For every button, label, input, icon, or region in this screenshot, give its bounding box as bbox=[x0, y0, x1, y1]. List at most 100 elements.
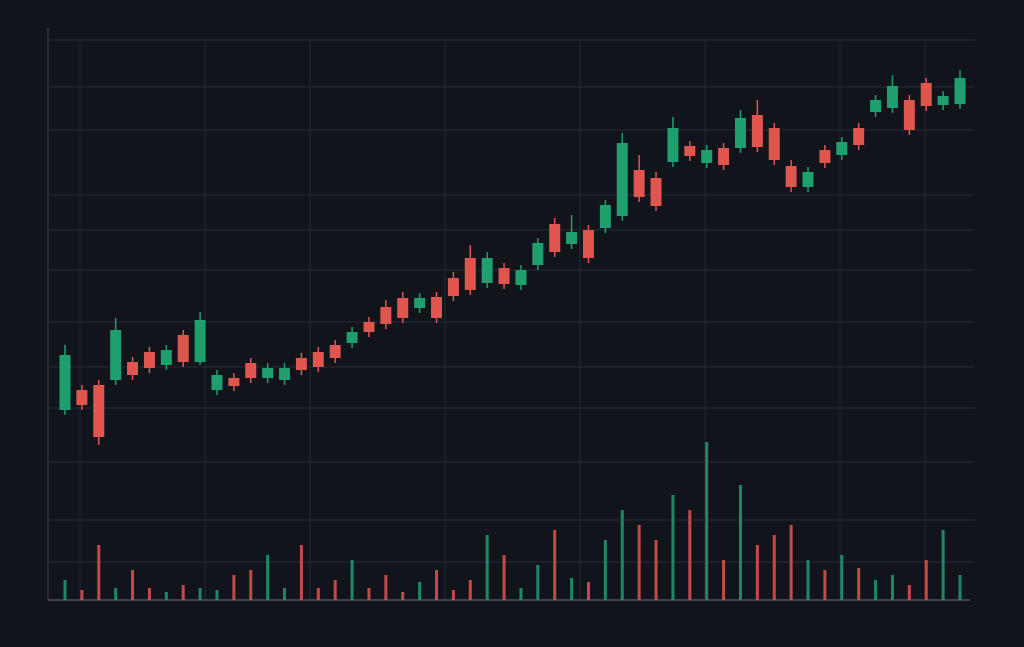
volume-bar bbox=[688, 510, 692, 600]
volume-bar bbox=[249, 570, 253, 600]
volume-bar bbox=[603, 540, 607, 600]
volume-bar bbox=[924, 560, 928, 600]
volume-bar bbox=[654, 540, 658, 600]
candle-body bbox=[211, 375, 223, 390]
volume-bar bbox=[367, 588, 371, 600]
candle-body bbox=[481, 258, 493, 283]
volume-bar bbox=[671, 495, 675, 600]
candle-body bbox=[245, 363, 257, 378]
candle-body bbox=[312, 352, 324, 367]
volume-bar bbox=[536, 565, 540, 600]
candle-body bbox=[886, 86, 898, 108]
candle-body bbox=[447, 278, 459, 296]
candle-body bbox=[194, 320, 206, 362]
volume-bar bbox=[874, 580, 878, 600]
candle-body bbox=[498, 268, 510, 284]
volume-bar bbox=[570, 578, 574, 600]
candle-body bbox=[228, 378, 240, 386]
candle-body bbox=[380, 307, 392, 324]
volume-bar bbox=[350, 560, 354, 600]
volume-bar bbox=[722, 560, 726, 600]
candle-body bbox=[279, 368, 291, 380]
volume-bar bbox=[485, 535, 489, 600]
candle-body bbox=[599, 205, 611, 228]
candle-body bbox=[836, 142, 848, 155]
candle-body bbox=[110, 330, 122, 380]
volume-bar bbox=[384, 575, 388, 600]
volume-bar bbox=[637, 525, 641, 600]
volume-bar bbox=[401, 592, 405, 600]
volume-bar bbox=[418, 582, 422, 600]
candle-body bbox=[903, 100, 915, 130]
volume-bar bbox=[181, 585, 185, 600]
candle-body bbox=[667, 128, 679, 162]
volume-bar bbox=[755, 545, 759, 600]
candle-body bbox=[346, 332, 358, 343]
candle-body bbox=[751, 115, 763, 147]
volume-bar bbox=[519, 588, 523, 600]
candle-body bbox=[431, 297, 443, 318]
volume-bar bbox=[147, 588, 151, 600]
candle-body bbox=[414, 298, 426, 308]
volume-bar bbox=[890, 575, 894, 600]
volume-bar bbox=[316, 588, 320, 600]
candle-body bbox=[701, 150, 713, 163]
volume-bar bbox=[63, 580, 67, 600]
candle-body bbox=[802, 172, 814, 187]
volume-bar bbox=[131, 570, 135, 600]
volume-bar bbox=[266, 555, 270, 600]
volume-bar bbox=[806, 560, 810, 600]
candle-body bbox=[329, 345, 341, 358]
candle-body bbox=[633, 170, 645, 197]
candle-body bbox=[582, 230, 594, 258]
candle-body bbox=[937, 96, 949, 105]
candle-body bbox=[363, 322, 375, 332]
volume-bar bbox=[772, 535, 776, 600]
vertical-grid bbox=[79, 40, 926, 600]
volume-bar bbox=[468, 580, 472, 600]
volume-bar bbox=[198, 588, 202, 600]
candle-body bbox=[93, 385, 105, 437]
volume-bar bbox=[502, 555, 506, 600]
volume-bar bbox=[451, 590, 455, 600]
candle-body bbox=[143, 352, 155, 368]
candle-body bbox=[262, 368, 274, 378]
volume-bar bbox=[215, 590, 219, 600]
candle-body bbox=[549, 224, 561, 252]
candle-body bbox=[870, 100, 882, 112]
volume-bar bbox=[958, 575, 962, 600]
volume-bar bbox=[738, 485, 742, 600]
volume-bar bbox=[164, 592, 168, 600]
candle-body bbox=[650, 178, 662, 206]
candle-body bbox=[59, 355, 71, 410]
volume-bar bbox=[114, 588, 118, 600]
candle-body bbox=[464, 258, 476, 290]
candle-body bbox=[954, 78, 966, 104]
candle-body bbox=[768, 128, 780, 160]
volume-bar bbox=[232, 575, 236, 600]
volume-bar bbox=[705, 442, 709, 600]
candle-body bbox=[566, 232, 578, 244]
candle-body bbox=[785, 166, 797, 187]
candle-body bbox=[920, 83, 932, 106]
volume-bar bbox=[97, 545, 101, 600]
candle-body bbox=[684, 146, 696, 156]
volume-bar bbox=[299, 545, 303, 600]
volume-bar bbox=[941, 530, 945, 600]
volume-bar bbox=[435, 570, 439, 600]
volume-bar bbox=[333, 580, 337, 600]
candle-body bbox=[734, 118, 746, 148]
candle-body bbox=[127, 362, 139, 375]
volume-bar bbox=[840, 555, 844, 600]
candle-body bbox=[819, 150, 831, 163]
candle-body bbox=[853, 128, 865, 145]
candle-body bbox=[295, 358, 307, 370]
volume-bar bbox=[907, 585, 911, 600]
candle-body bbox=[532, 243, 544, 265]
candle-body bbox=[718, 148, 730, 165]
volume-bar bbox=[80, 590, 84, 600]
volume-bar bbox=[789, 525, 793, 600]
candle-body bbox=[76, 390, 88, 405]
